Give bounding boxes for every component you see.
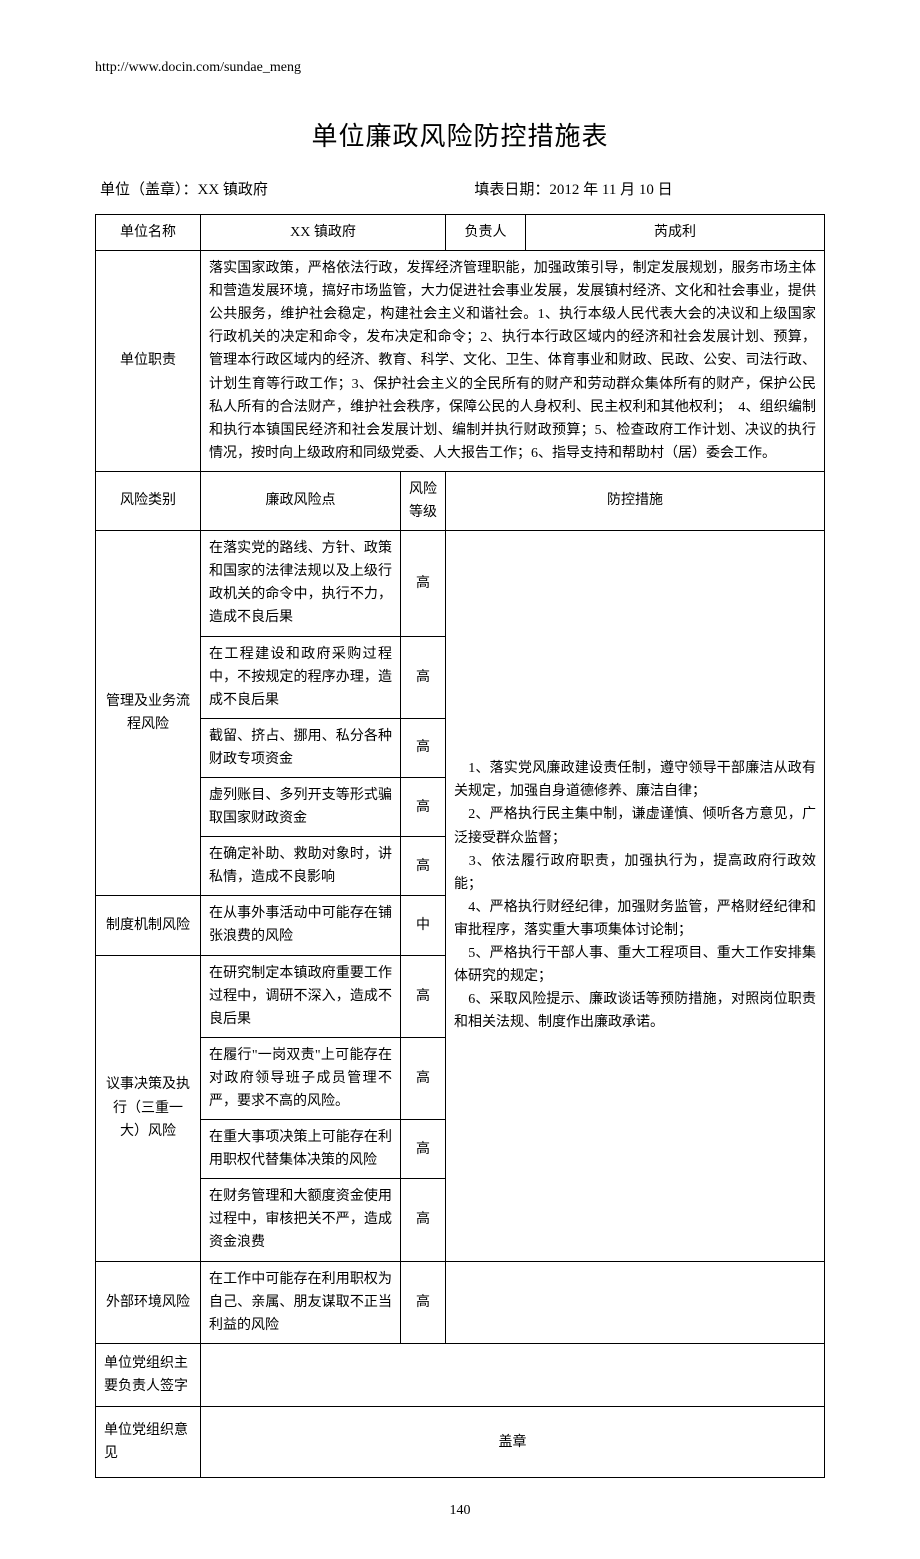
risk-point-8: 在履行"一岗双责"上可能存在对政府领导班子成员管理不严，要求不高的风险。 [201,1037,401,1119]
risk-point-1: 在落实党的路线、方针、政策和国家的法律法规以及上级行政机关的命令中，执行不力，造… [201,531,401,636]
meta-unit: 单位（盖章）：XX 镇政府 [100,178,474,199]
unit-name-value: XX 镇政府 [201,215,446,251]
responsible-value: 芮成利 [526,215,825,251]
table-row: 单位党组织主要负责人签字 [96,1343,825,1406]
risk-point-5: 在确定补助、救助对象时，讲私情，造成不良影响 [201,837,401,896]
table-row: 单位名称 XX 镇政府 负责人 芮成利 [96,215,825,251]
risk-point-10: 在财务管理和大额度资金使用过程中，审核把关不严，造成资金浪费 [201,1179,401,1261]
risk-point-4: 虚列账目、多列开支等形式骗取国家财政资金 [201,777,401,836]
meta-row: 单位（盖章）：XX 镇政府 填表日期：2012 年 11 月 10 日 [95,178,825,199]
responsibilities-content: 落实国家政策，严格依法行政，发挥经济管理职能，加强政策引导，制定发展规划，服务市… [201,251,825,472]
table-row: 风险类别 廉政风险点 风险等级 防控措施 [96,471,825,530]
category-1: 管理及业务流程风险 [96,531,201,896]
risk-level: 高 [401,1261,446,1343]
responsible-label: 负责人 [446,215,526,251]
unit-name-label: 单位名称 [96,215,201,251]
category-2: 制度机制风险 [96,896,201,955]
risk-level: 高 [401,718,446,777]
risk-point-3: 截留、挤占、挪用、私分各种财政专项资金 [201,718,401,777]
seal-cell: 盖章 [201,1407,825,1478]
empty-cell [446,1261,825,1343]
table-row: 单位党组织意见 盖章 [96,1407,825,1478]
risk-level: 高 [401,777,446,836]
risk-level: 高 [401,531,446,636]
date-value: 2012 年 11 月 10 日 [549,182,672,198]
risk-point-11: 在工作中可能存在利用职权为自己、亲属、朋友谋取不正当利益的风险 [201,1261,401,1343]
risk-level: 高 [401,837,446,896]
meta-date: 填表日期：2012 年 11 月 10 日 [474,178,820,199]
risk-point-6: 在从事外事活动中可能存在铺张浪费的风险 [201,896,401,955]
table-row: 外部环境风险 在工作中可能存在利用职权为自己、亲属、朋友谋取不正当利益的风险 高 [96,1261,825,1343]
category-4: 外部环境风险 [96,1261,201,1343]
risk-level: 高 [401,1120,446,1179]
page-number: 140 [95,1503,825,1519]
sign-label: 单位党组织主要负责人签字 [96,1343,201,1406]
header-risk-point: 廉政风险点 [201,471,401,530]
category-3: 议事决策及执行（三重一大）风险 [96,955,201,1261]
sign-cell [201,1343,825,1406]
responsibilities-label: 单位职责 [96,251,201,472]
header-level: 风险等级 [401,471,446,530]
risk-level: 高 [401,955,446,1037]
unit-value: XX 镇政府 [198,182,268,198]
date-label: 填表日期： [474,182,549,198]
measures-content: 1、落实党风廉政建设责任制，遵守领导干部廉洁从政有关规定，加强自身道德修养、廉洁… [446,531,825,1261]
risk-point-2: 在工程建设和政府采购过程中，不按规定的程序办理，造成不良后果 [201,636,401,718]
page-title: 单位廉政风险防控措施表 [95,116,825,153]
risk-point-7: 在研究制定本镇政府重要工作过程中，调研不深入，造成不良后果 [201,955,401,1037]
risk-level: 高 [401,636,446,718]
risk-level: 高 [401,1037,446,1119]
main-table: 单位名称 XX 镇政府 负责人 芮成利 单位职责 落实国家政策，严格依法行政，发… [95,214,825,1478]
table-row: 管理及业务流程风险 在落实党的路线、方针、政策和国家的法律法规以及上级行政机关的… [96,531,825,636]
table-row: 单位职责 落实国家政策，严格依法行政，发挥经济管理职能，加强政策引导，制定发展规… [96,251,825,472]
unit-label: 单位（盖章）： [100,182,198,198]
opinion-label: 单位党组织意见 [96,1407,201,1478]
header-measures: 防控措施 [446,471,825,530]
risk-level: 高 [401,1179,446,1261]
risk-level: 中 [401,896,446,955]
header-category: 风险类别 [96,471,201,530]
header-url: http://www.docin.com/sundae_meng [95,60,825,76]
risk-point-9: 在重大事项决策上可能存在利用职权代替集体决策的风险 [201,1120,401,1179]
